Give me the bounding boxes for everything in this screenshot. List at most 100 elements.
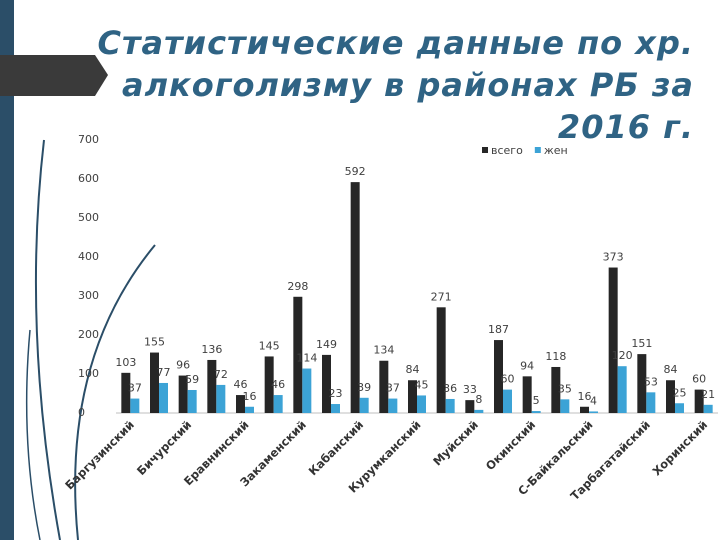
y-tick-label: 300 bbox=[78, 289, 99, 302]
value-label: 94 bbox=[520, 359, 534, 372]
value-label: 151 bbox=[631, 337, 652, 350]
value-label: 298 bbox=[287, 280, 308, 293]
legend-label: жен bbox=[544, 144, 568, 157]
side-stripe bbox=[0, 0, 14, 540]
bar bbox=[694, 389, 704, 413]
value-label: 155 bbox=[144, 336, 165, 349]
y-tick-label: 400 bbox=[78, 250, 99, 263]
bar bbox=[494, 340, 503, 413]
arrow-decor bbox=[0, 55, 108, 96]
title-line: Статистические данные по хр. bbox=[97, 24, 694, 62]
bar bbox=[417, 395, 426, 413]
value-label: 25 bbox=[673, 386, 687, 399]
bar bbox=[560, 399, 570, 413]
value-label: 77 bbox=[157, 366, 171, 379]
bar bbox=[589, 411, 598, 413]
value-label: 39 bbox=[357, 381, 371, 394]
value-label: 33 bbox=[463, 383, 477, 396]
value-label: 136 bbox=[201, 343, 222, 356]
x-tick-label: Кабанский bbox=[306, 418, 367, 479]
title-line: 2016 г. bbox=[557, 108, 694, 146]
value-label: 21 bbox=[701, 388, 715, 401]
bar bbox=[388, 398, 398, 413]
value-label: 145 bbox=[259, 339, 280, 352]
value-label: 60 bbox=[501, 373, 515, 386]
value-label: 373 bbox=[603, 251, 624, 264]
y-tick-label: 500 bbox=[78, 211, 99, 224]
value-label: 84 bbox=[664, 363, 678, 376]
bar bbox=[273, 395, 283, 413]
x-tick-label: Муйский bbox=[430, 418, 481, 469]
bar bbox=[666, 380, 675, 413]
value-label: 36 bbox=[443, 382, 457, 395]
value-label: 53 bbox=[644, 375, 658, 388]
bar bbox=[465, 400, 475, 413]
bar bbox=[436, 307, 446, 413]
bar bbox=[675, 403, 684, 413]
y-tick-label: 0 bbox=[78, 406, 85, 419]
title: Статистические данные по хр. алкоголизму… bbox=[97, 22, 694, 148]
legend-label: всего bbox=[491, 144, 523, 157]
bar bbox=[322, 354, 331, 413]
legend-swatch bbox=[482, 147, 488, 153]
value-label: 8 bbox=[475, 393, 482, 406]
bar bbox=[646, 392, 656, 413]
bar bbox=[503, 389, 512, 413]
value-label: 118 bbox=[545, 350, 566, 363]
x-tick-label: Баргузинский bbox=[62, 418, 137, 493]
bar bbox=[216, 384, 226, 413]
value-label: 45 bbox=[415, 378, 429, 391]
y-tick-label: 600 bbox=[78, 172, 99, 185]
bar bbox=[608, 267, 618, 413]
bar bbox=[245, 406, 254, 413]
x-tick-label: Хоринский bbox=[650, 418, 711, 479]
bar bbox=[264, 356, 274, 413]
bar bbox=[408, 380, 417, 413]
bar bbox=[236, 395, 245, 413]
bar bbox=[617, 366, 627, 413]
value-label: 16 bbox=[578, 390, 592, 403]
bar bbox=[580, 406, 589, 413]
curve-decor bbox=[34, 139, 61, 540]
curve-decor bbox=[74, 244, 156, 540]
y-tick-label: 700 bbox=[78, 133, 99, 146]
value-label: 37 bbox=[128, 382, 142, 395]
value-label: 37 bbox=[386, 382, 400, 395]
value-label: 103 bbox=[115, 356, 136, 369]
value-label: 120 bbox=[612, 349, 633, 362]
bar bbox=[331, 404, 340, 413]
y-tick-label: 100 bbox=[78, 367, 99, 380]
value-label: 187 bbox=[488, 323, 509, 336]
bar bbox=[178, 375, 188, 413]
value-label: 4 bbox=[590, 394, 597, 407]
value-label: 96 bbox=[176, 359, 190, 372]
value-label: 72 bbox=[214, 368, 228, 381]
value-label: 271 bbox=[431, 290, 452, 303]
value-label: 5 bbox=[533, 394, 540, 407]
value-label: 134 bbox=[373, 344, 394, 357]
bar bbox=[522, 376, 532, 413]
bar bbox=[150, 352, 159, 413]
legend-swatch bbox=[534, 147, 541, 153]
bar bbox=[187, 389, 197, 413]
bar bbox=[445, 398, 455, 413]
bar bbox=[379, 360, 389, 413]
x-tick-label: Бичурский bbox=[134, 418, 194, 478]
value-label: 23 bbox=[329, 387, 343, 400]
x-tick-label: Окинский bbox=[483, 418, 538, 473]
bar bbox=[359, 397, 369, 413]
y-tick-label: 200 bbox=[78, 328, 99, 341]
bar bbox=[121, 372, 131, 413]
curve-decor bbox=[25, 329, 41, 540]
value-label: 149 bbox=[316, 338, 337, 351]
value-label: 35 bbox=[558, 382, 572, 395]
value-label: 592 bbox=[345, 165, 366, 178]
bar bbox=[637, 354, 647, 413]
bar bbox=[474, 409, 484, 413]
bar bbox=[302, 368, 312, 413]
title-line: алкоголизму в районах РБ за bbox=[122, 66, 694, 104]
bar bbox=[293, 296, 303, 413]
bar bbox=[130, 398, 140, 413]
value-label: 46 bbox=[271, 378, 285, 391]
